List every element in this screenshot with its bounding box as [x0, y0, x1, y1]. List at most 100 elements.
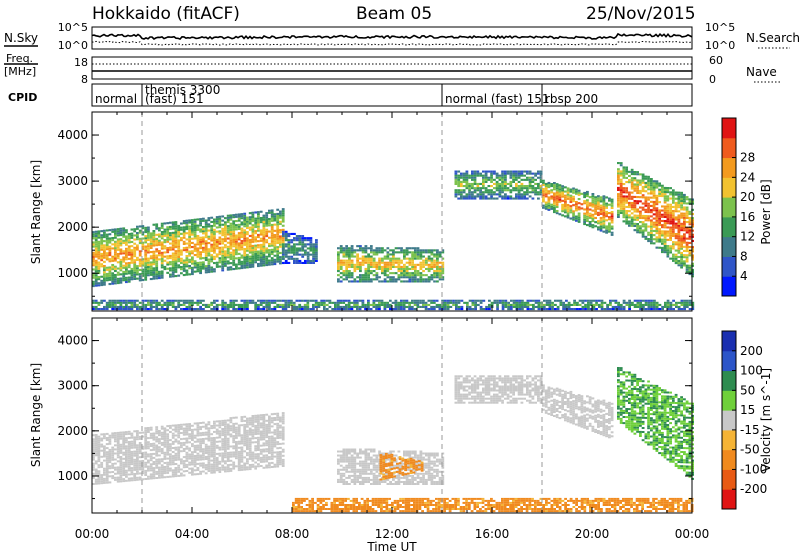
power-cell	[685, 212, 689, 215]
velocity-cell	[185, 445, 189, 448]
power-cell	[655, 182, 659, 185]
power-cell	[600, 308, 604, 311]
power-cell	[254, 301, 257, 304]
power-cell	[125, 276, 128, 279]
power-cell	[149, 251, 153, 254]
power-cell	[691, 221, 694, 224]
power-cell	[265, 251, 269, 254]
power-cell	[419, 251, 423, 254]
power-cell	[92, 256, 95, 259]
velocity-cell	[136, 432, 139, 435]
power-cell	[605, 225, 608, 228]
power-cell	[108, 274, 112, 277]
power-cell	[548, 301, 552, 304]
power-cell	[630, 202, 634, 205]
power-cell	[232, 251, 236, 254]
velocity-cell	[163, 472, 167, 475]
power-cell	[144, 278, 148, 281]
power-cell	[685, 210, 689, 213]
power-cell	[114, 234, 117, 237]
power-cell	[237, 227, 241, 230]
power-cell	[268, 299, 271, 302]
power-cell	[301, 247, 305, 250]
power-cell	[160, 258, 164, 261]
power-cell	[381, 261, 384, 264]
power-cell	[542, 179, 545, 182]
power-cell	[644, 301, 648, 304]
power-cell	[666, 251, 670, 254]
power-cell	[509, 182, 513, 185]
power-cell	[476, 193, 480, 196]
power-cell	[658, 234, 661, 237]
power-cell	[466, 305, 469, 308]
power-cell	[381, 272, 384, 275]
power-cell	[103, 299, 106, 302]
power-cell	[630, 181, 634, 184]
power-cell	[237, 246, 241, 249]
power-cell	[94, 245, 98, 248]
power-cell	[312, 303, 315, 306]
power-cell	[136, 277, 139, 280]
power-cell	[383, 261, 387, 264]
power-cell	[348, 251, 351, 254]
power-cell	[674, 255, 678, 258]
power-cell	[114, 303, 117, 306]
power-cell	[400, 301, 403, 304]
power-cell	[248, 261, 252, 264]
power-cell	[188, 301, 191, 304]
power-cell	[215, 253, 219, 256]
power-cell	[569, 205, 573, 208]
power-cell	[259, 250, 263, 253]
power-cell	[221, 219, 225, 222]
power-cell	[586, 219, 589, 222]
power-cell	[207, 242, 211, 245]
power-cell	[425, 278, 428, 281]
velocity-cell	[116, 433, 120, 436]
power-cell	[281, 216, 285, 219]
power-cell	[226, 231, 230, 234]
power-cell	[544, 191, 548, 194]
power-cell	[460, 180, 463, 183]
power-cell	[485, 305, 488, 308]
power-cell	[171, 260, 175, 263]
power-cell	[199, 251, 202, 254]
velocity-cell	[94, 446, 98, 449]
power-cell	[561, 206, 564, 209]
power-cell	[661, 242, 664, 245]
power-cell	[636, 216, 639, 219]
power-cell	[174, 262, 178, 265]
power-cell	[262, 216, 266, 219]
power-cell	[569, 200, 573, 203]
power-cell	[119, 303, 123, 306]
power-cell	[262, 245, 266, 248]
velocity-cell	[163, 427, 167, 430]
power-cell	[160, 264, 164, 267]
power-cell	[602, 214, 606, 217]
power-cell	[628, 193, 631, 196]
power-cell	[655, 246, 659, 249]
power-cell	[688, 231, 692, 234]
velocity-cell	[116, 452, 120, 455]
power-cell	[147, 267, 150, 270]
power-cell	[655, 213, 659, 216]
power-cell	[171, 271, 175, 274]
power-cell	[149, 278, 153, 281]
power-cell	[488, 305, 491, 308]
power-cell	[251, 234, 255, 237]
velocity-cell	[138, 452, 142, 455]
power-cell	[147, 226, 150, 229]
power-cell	[381, 257, 384, 260]
power-cell	[136, 248, 139, 251]
velocity-cell	[125, 463, 128, 466]
power-cell	[237, 242, 241, 245]
velocity-cell	[125, 457, 128, 460]
power-cell	[577, 198, 581, 201]
power-cell	[625, 168, 628, 171]
power-cell	[177, 305, 181, 308]
power-cell	[375, 299, 378, 302]
power-cell	[636, 181, 639, 184]
power-cell	[405, 276, 409, 279]
power-cell	[306, 239, 310, 242]
power-cell	[174, 299, 178, 302]
